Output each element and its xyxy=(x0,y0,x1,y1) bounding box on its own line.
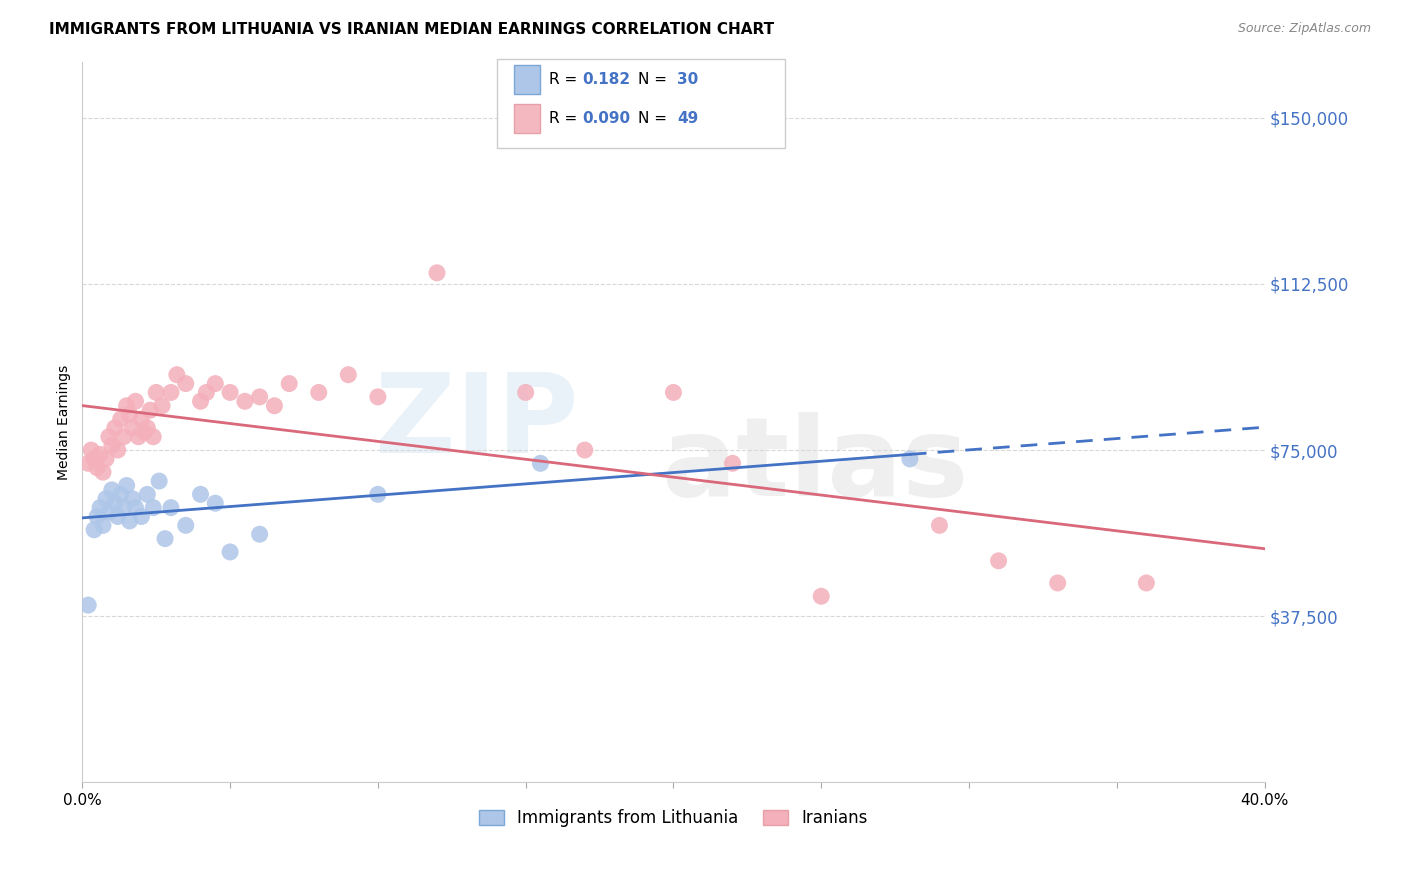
Point xyxy=(83,523,105,537)
Point xyxy=(1046,576,1069,591)
Point xyxy=(153,532,176,546)
Point xyxy=(97,505,120,519)
Point xyxy=(150,399,173,413)
Point xyxy=(166,368,188,382)
Point xyxy=(219,545,242,559)
Point xyxy=(190,394,212,409)
Point xyxy=(101,439,124,453)
Point xyxy=(110,487,132,501)
Point xyxy=(898,451,921,466)
Point xyxy=(77,456,100,470)
Point xyxy=(529,456,551,470)
Point xyxy=(115,478,138,492)
Point xyxy=(91,518,114,533)
Point xyxy=(337,368,360,382)
Point xyxy=(160,500,183,515)
Point xyxy=(112,500,135,515)
Point xyxy=(426,266,449,280)
Text: R =: R = xyxy=(550,111,582,126)
Text: 30: 30 xyxy=(676,72,699,87)
Point xyxy=(77,598,100,612)
Point xyxy=(104,421,127,435)
Point xyxy=(89,447,111,461)
Point xyxy=(249,527,271,541)
Point xyxy=(195,385,218,400)
Point xyxy=(928,518,950,533)
Point xyxy=(131,509,153,524)
Point xyxy=(204,376,226,391)
Text: R =: R = xyxy=(550,72,582,87)
Text: N =: N = xyxy=(638,111,672,126)
Point xyxy=(118,408,141,422)
Point xyxy=(118,514,141,528)
Point xyxy=(810,589,832,603)
Point xyxy=(662,385,685,400)
Legend: Immigrants from Lithuania, Iranians: Immigrants from Lithuania, Iranians xyxy=(471,800,876,835)
Point xyxy=(136,487,159,501)
Point xyxy=(148,474,170,488)
FancyBboxPatch shape xyxy=(498,60,785,148)
Point xyxy=(367,390,389,404)
Text: Source: ZipAtlas.com: Source: ZipAtlas.com xyxy=(1237,22,1371,36)
Text: 0.182: 0.182 xyxy=(582,72,630,87)
Point xyxy=(124,394,146,409)
Text: N =: N = xyxy=(638,72,672,87)
Point xyxy=(249,390,271,404)
Point xyxy=(94,451,117,466)
Point xyxy=(101,483,124,497)
Text: ZIP: ZIP xyxy=(375,369,579,475)
Point xyxy=(233,394,256,409)
Point xyxy=(263,399,285,413)
Point xyxy=(104,496,127,510)
Point xyxy=(574,443,596,458)
Text: 0.090: 0.090 xyxy=(582,111,630,126)
Point xyxy=(145,385,167,400)
Point xyxy=(721,456,744,470)
Point xyxy=(190,487,212,501)
Point xyxy=(142,500,165,515)
Point xyxy=(127,430,149,444)
Bar xyxy=(513,104,540,133)
Point xyxy=(121,421,143,435)
Point xyxy=(83,451,105,466)
Y-axis label: Median Earnings: Median Earnings xyxy=(58,365,72,480)
Point xyxy=(107,443,129,458)
Point xyxy=(204,496,226,510)
Point xyxy=(107,509,129,524)
Point xyxy=(136,421,159,435)
Point xyxy=(174,376,197,391)
Point xyxy=(160,385,183,400)
Point xyxy=(278,376,301,391)
Point xyxy=(142,430,165,444)
Bar xyxy=(513,65,540,94)
Point xyxy=(80,443,103,458)
Point xyxy=(91,465,114,479)
Point xyxy=(131,412,153,426)
Point xyxy=(308,385,330,400)
Point xyxy=(219,385,242,400)
Point xyxy=(115,399,138,413)
Point xyxy=(110,412,132,426)
Point xyxy=(94,491,117,506)
Point xyxy=(987,554,1010,568)
Point xyxy=(139,403,162,417)
Text: 49: 49 xyxy=(676,111,699,126)
Point xyxy=(515,385,537,400)
Text: atlas: atlas xyxy=(662,412,969,519)
Point xyxy=(121,491,143,506)
Text: IMMIGRANTS FROM LITHUANIA VS IRANIAN MEDIAN EARNINGS CORRELATION CHART: IMMIGRANTS FROM LITHUANIA VS IRANIAN MED… xyxy=(49,22,775,37)
Point xyxy=(1135,576,1157,591)
Point xyxy=(134,425,156,440)
Point xyxy=(86,460,108,475)
Point xyxy=(367,487,389,501)
Point xyxy=(112,430,135,444)
Point xyxy=(89,500,111,515)
Point xyxy=(124,500,146,515)
Point xyxy=(97,430,120,444)
Point xyxy=(174,518,197,533)
Point xyxy=(86,509,108,524)
